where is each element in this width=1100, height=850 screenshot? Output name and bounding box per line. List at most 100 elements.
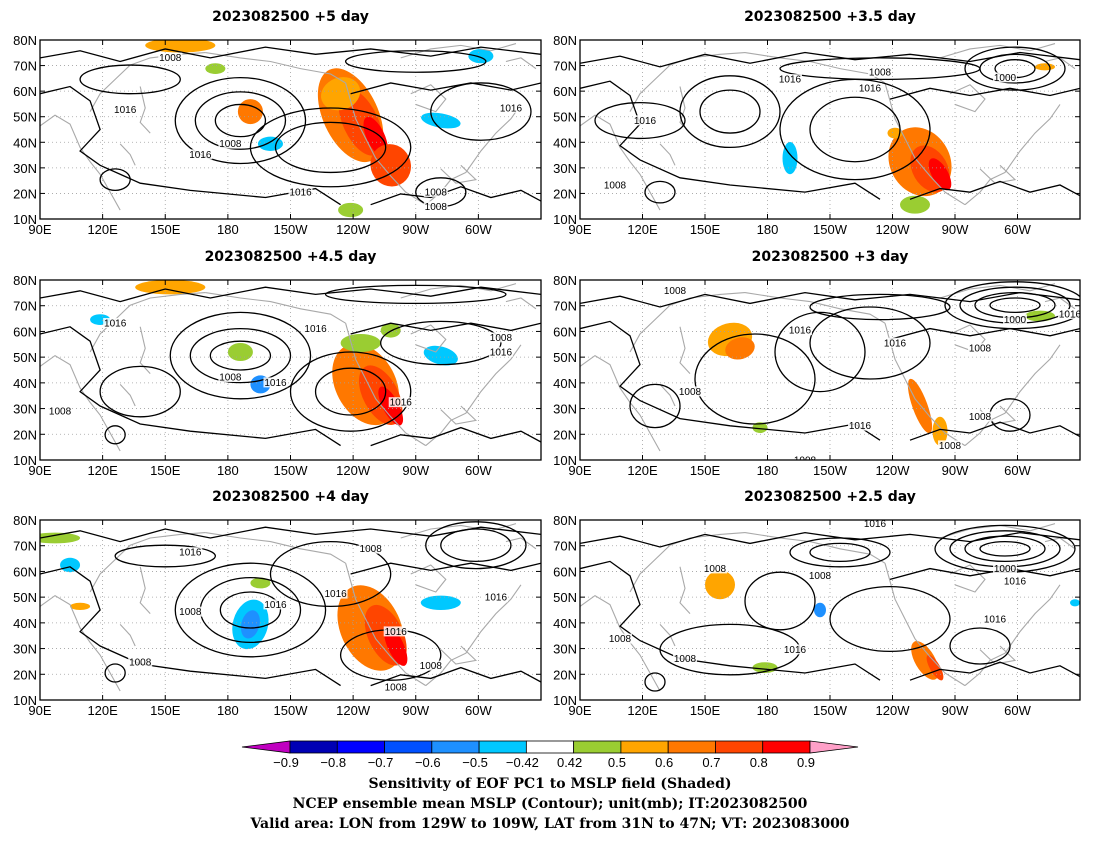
lon-tick-label: 150E bbox=[690, 703, 721, 718]
isobar-line bbox=[909, 421, 1080, 441]
contour-label: 1016 bbox=[264, 378, 287, 389]
lat-tick-label: 70N bbox=[13, 299, 37, 314]
coastline bbox=[40, 354, 121, 452]
lat-tick-label: 40N bbox=[13, 135, 37, 150]
sensitivity-shading bbox=[40, 532, 461, 671]
coastline bbox=[1044, 297, 1076, 310]
isobar-ring bbox=[644, 672, 666, 692]
coastline bbox=[425, 344, 522, 447]
map-panel-4: 1008 1016 1008 1016 1000 1008 1016 1016 1008 1008… bbox=[553, 249, 1081, 478]
coastline bbox=[505, 297, 537, 310]
contour-label: 1008 bbox=[219, 139, 242, 150]
lat-tick-label: 10N bbox=[13, 212, 37, 227]
panel-title: 2023082500 +4.5 day bbox=[205, 249, 377, 265]
lon-tick-label: 150W bbox=[813, 463, 848, 478]
coastline bbox=[89, 51, 206, 112]
contour-label: 1016 bbox=[485, 593, 508, 604]
coastline bbox=[410, 564, 447, 593]
lat-tick-label: 60N bbox=[13, 564, 37, 579]
lat-tick-label: 10N bbox=[13, 453, 37, 468]
isobar-line bbox=[40, 326, 341, 447]
isobar-ring bbox=[699, 89, 761, 134]
contour-label: 1008 bbox=[969, 412, 992, 423]
lon-tick-label: 120E bbox=[87, 703, 118, 718]
isobar-ring bbox=[344, 50, 487, 73]
lon-tick-label: 120E bbox=[87, 222, 118, 237]
lat-tick-label: 20N bbox=[553, 186, 577, 201]
colorbar-tick-label: 0.8 bbox=[750, 755, 768, 770]
contour-label: 1016 bbox=[114, 105, 137, 116]
isobar-ring bbox=[644, 180, 676, 204]
lon-tick-label: 90W bbox=[942, 463, 969, 478]
lon-tick-label: 180 bbox=[217, 463, 239, 478]
lat-tick-label: 70N bbox=[553, 539, 577, 554]
colorbar: −0.9 −0.8 −0.7 −0.6 −0.5 −0.42 0.42 0.5 0.6 0.7 0.… bbox=[241, 740, 859, 770]
isobar-ring bbox=[944, 281, 1080, 330]
coastlines bbox=[40, 283, 537, 452]
lon-tick-label: 120E bbox=[627, 703, 658, 718]
coastline bbox=[679, 326, 691, 374]
isobar-line bbox=[580, 51, 1080, 68]
coastline bbox=[580, 114, 661, 211]
coastline bbox=[205, 292, 346, 324]
lon-tick-label: 120W bbox=[336, 703, 371, 718]
isobar-line bbox=[350, 82, 541, 95]
shaded-patch bbox=[1035, 63, 1055, 71]
contour-label: 1008 bbox=[179, 607, 202, 618]
contour-label: 1008 bbox=[129, 658, 152, 669]
coastline bbox=[964, 344, 1061, 447]
coastline bbox=[744, 51, 886, 84]
contour-label: 1008 bbox=[969, 344, 992, 355]
lon-tick-label: 90W bbox=[402, 703, 429, 718]
contour-label: 1008 bbox=[219, 373, 242, 384]
contour-label: 1016 bbox=[390, 398, 413, 409]
lat-tick-label: 10N bbox=[553, 453, 577, 468]
shaded-patch bbox=[705, 570, 735, 600]
contour-label: 1000 bbox=[994, 73, 1017, 84]
lat-tick-label: 20N bbox=[13, 427, 37, 442]
sensitivity-shading bbox=[782, 63, 1055, 214]
shaded-patch bbox=[814, 602, 826, 618]
coastline bbox=[979, 164, 1017, 184]
caption-line-3: Valid area: LON from 129W to 109W, LAT f… bbox=[250, 816, 850, 832]
coastline bbox=[425, 584, 522, 687]
lat-tick-label: 70N bbox=[13, 59, 37, 74]
lon-tick-label: 60W bbox=[465, 463, 492, 478]
lat-tick-label: 40N bbox=[553, 135, 577, 150]
isobar-ring bbox=[194, 91, 287, 150]
isobar-ring bbox=[209, 340, 272, 371]
lat-tick-label: 10N bbox=[13, 693, 37, 708]
lat-tick-label: 20N bbox=[13, 186, 37, 201]
shaded-patch bbox=[60, 557, 81, 573]
contour-label: 1016 bbox=[884, 338, 907, 349]
panel-title: 2023082500 +2.5 day bbox=[744, 489, 916, 505]
caption-line-2: NCEP ensemble mean MSLP (Contour); unit(… bbox=[292, 796, 808, 812]
lon-tick-label: 90E bbox=[568, 463, 591, 478]
lat-tick-label: 50N bbox=[13, 110, 37, 125]
contour-label: 1008 bbox=[385, 683, 408, 694]
contour-label: 1016 bbox=[385, 627, 408, 638]
contour-label: 1016 bbox=[984, 614, 1007, 625]
colorbar-low-arrow bbox=[241, 740, 291, 754]
isobar-line bbox=[889, 87, 1080, 100]
lon-tick-label: 150E bbox=[150, 703, 181, 718]
contour-label: 1008 bbox=[490, 333, 513, 344]
lon-tick-label: 120E bbox=[627, 222, 658, 237]
contour-label: 1016 bbox=[304, 324, 327, 335]
coastline bbox=[205, 51, 346, 84]
shaded-patch bbox=[752, 422, 768, 433]
lat-tick-label: 80N bbox=[553, 513, 577, 528]
shaded-patch bbox=[205, 63, 226, 75]
lat-tick-label: 30N bbox=[553, 161, 577, 176]
coastline bbox=[659, 143, 676, 166]
colorbar-swatch bbox=[336, 740, 385, 754]
colorbar-swatch bbox=[525, 740, 575, 754]
isobar-ring bbox=[440, 528, 512, 563]
lon-tick-label: 90W bbox=[402, 463, 429, 478]
lon-tick-label: 180 bbox=[217, 222, 239, 237]
coastline bbox=[939, 43, 1056, 59]
lon-tick-label: 90W bbox=[402, 222, 429, 237]
shaded-patch bbox=[70, 602, 91, 611]
